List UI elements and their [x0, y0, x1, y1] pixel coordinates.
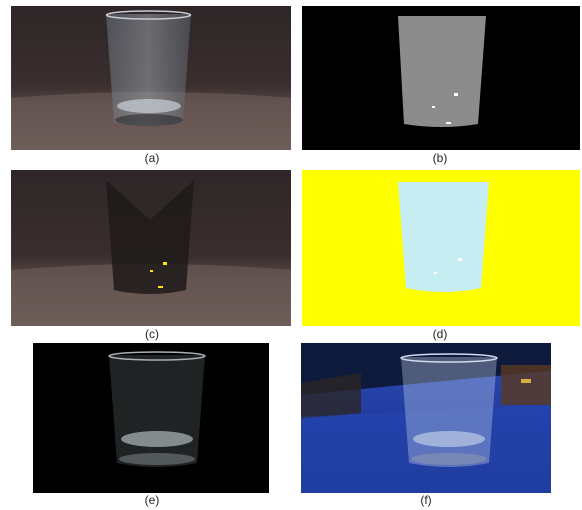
panel-f-image — [301, 343, 551, 493]
panel-e-caption: (e) — [144, 493, 160, 507]
panel-e-image — [33, 343, 269, 493]
panel-c-caption: (c) — [145, 327, 159, 341]
panel-a-caption: (a) — [144, 151, 160, 165]
panel-c-image — [11, 170, 291, 326]
panel-f-caption: (f) — [420, 493, 432, 507]
panel-b-caption: (b) — [432, 151, 448, 165]
panel-a-image — [11, 6, 291, 150]
panel-d-image — [302, 170, 580, 326]
panel-b-image — [302, 6, 580, 150]
panel-d-caption: (d) — [432, 327, 448, 341]
